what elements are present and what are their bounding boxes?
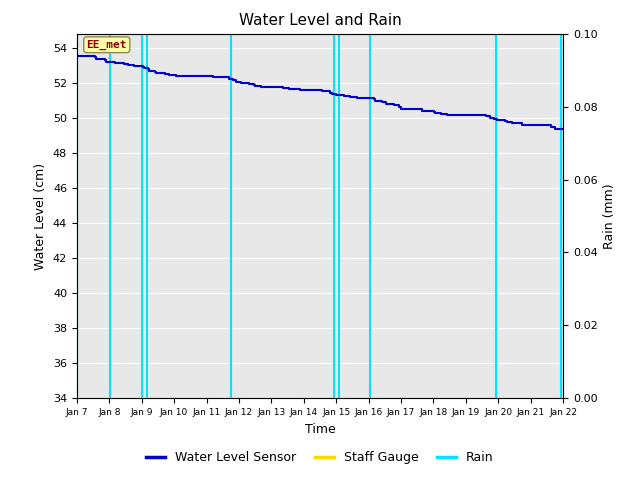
Y-axis label: Rain (mm): Rain (mm) [604, 183, 616, 249]
X-axis label: Time: Time [305, 423, 335, 436]
Y-axis label: Water Level (cm): Water Level (cm) [35, 162, 47, 270]
Title: Water Level and Rain: Water Level and Rain [239, 13, 401, 28]
Text: EE_met: EE_met [86, 40, 127, 50]
Legend: Water Level Sensor, Staff Gauge, Rain: Water Level Sensor, Staff Gauge, Rain [141, 446, 499, 469]
